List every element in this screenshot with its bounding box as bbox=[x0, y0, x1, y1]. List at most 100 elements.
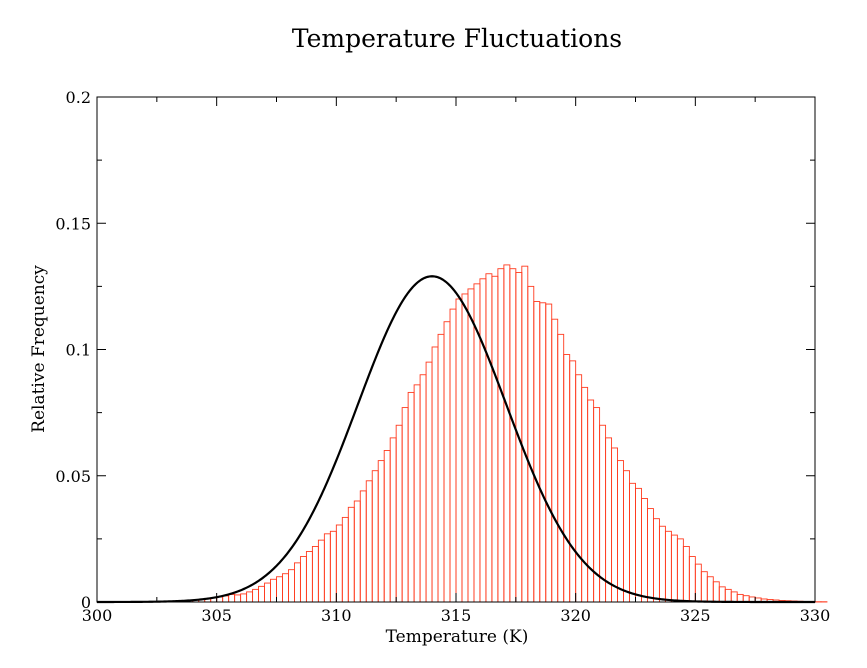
histogram-bar bbox=[611, 447, 618, 603]
x-axis: 300 305 310 315 320 325 330 bbox=[82, 97, 831, 625]
histogram-bar bbox=[658, 525, 666, 603]
histogram-bar bbox=[629, 482, 636, 603]
histogram-bar bbox=[311, 546, 319, 603]
x-tick-label: 320 bbox=[560, 606, 591, 625]
histogram-bar bbox=[389, 437, 397, 603]
histogram-bar bbox=[264, 582, 271, 603]
histogram-bar bbox=[653, 518, 660, 603]
histogram-bar bbox=[527, 285, 535, 603]
histogram-bar bbox=[228, 593, 236, 603]
y-tick-label: 0 bbox=[81, 593, 91, 612]
histogram-bar bbox=[712, 581, 720, 603]
histogram-bar bbox=[724, 588, 732, 603]
histogram-bar bbox=[437, 333, 445, 603]
histogram-bar bbox=[335, 524, 343, 603]
histogram-bar bbox=[449, 308, 457, 603]
histogram-bar bbox=[294, 562, 301, 603]
x-tick-label: 310 bbox=[321, 606, 352, 625]
histogram-bar bbox=[270, 578, 277, 603]
histogram-bar bbox=[347, 506, 355, 603]
histogram-bar bbox=[730, 591, 738, 603]
x-tick-label: 305 bbox=[201, 606, 232, 625]
y-tick-label: 0.05 bbox=[55, 467, 91, 486]
histogram-bar bbox=[581, 386, 589, 603]
histogram-bar bbox=[467, 288, 475, 603]
histogram-bar bbox=[431, 346, 439, 603]
histogram-bar bbox=[503, 264, 511, 603]
histogram-bar bbox=[371, 470, 379, 603]
histogram-bar bbox=[395, 424, 403, 603]
histogram-bar bbox=[288, 569, 295, 603]
histogram-bar bbox=[575, 374, 583, 603]
histogram-bar bbox=[479, 278, 487, 603]
histogram-bar bbox=[276, 576, 283, 603]
histogram-bar bbox=[234, 594, 242, 603]
histogram-bar bbox=[419, 374, 427, 603]
histogram-bar bbox=[299, 556, 307, 603]
x-tick-label: 300 bbox=[82, 606, 113, 625]
histogram-bar bbox=[688, 556, 696, 603]
histogram-bar bbox=[569, 360, 577, 603]
histogram-bar bbox=[664, 530, 672, 603]
x-axis-label: Temperature (K) bbox=[386, 627, 529, 647]
histogram-bar bbox=[551, 318, 559, 603]
histogram-bar bbox=[641, 498, 648, 603]
histogram-bar bbox=[377, 460, 385, 603]
histogram-bar bbox=[599, 424, 607, 603]
histogram-bar bbox=[240, 593, 248, 603]
histogram-bar bbox=[647, 508, 654, 603]
histogram-bar bbox=[323, 533, 331, 603]
histogram-bar bbox=[545, 303, 553, 603]
histogram-bar bbox=[305, 551, 313, 603]
histogram-bar bbox=[329, 530, 337, 603]
histogram-bar bbox=[563, 354, 571, 603]
y-tick-label: 0.15 bbox=[55, 214, 91, 233]
histogram-bars bbox=[144, 264, 828, 603]
histogram-bar bbox=[353, 500, 361, 603]
chart-title: Temperature Fluctuations bbox=[292, 24, 622, 53]
histogram-bar bbox=[497, 268, 505, 603]
histogram-bar bbox=[706, 576, 714, 603]
histogram-bar bbox=[557, 333, 565, 603]
histogram-bar bbox=[401, 407, 409, 603]
histogram-bar bbox=[413, 384, 421, 603]
histogram-bar bbox=[533, 301, 541, 603]
x-tick-label: 325 bbox=[680, 606, 711, 625]
x-tick-label: 315 bbox=[441, 606, 472, 625]
histogram-bar bbox=[491, 275, 499, 603]
histogram-bar bbox=[605, 437, 613, 603]
y-axis: 0 0.05 0.1 0.15 0.2 bbox=[55, 88, 815, 612]
histogram-bar bbox=[258, 585, 265, 603]
histogram-bar bbox=[509, 268, 517, 603]
histogram-bar bbox=[246, 591, 254, 603]
histogram-bar bbox=[700, 571, 708, 603]
histogram-bar bbox=[485, 273, 493, 603]
x-tick-label: 330 bbox=[800, 606, 831, 625]
histogram-bar bbox=[682, 546, 690, 603]
histogram-bar bbox=[635, 487, 642, 603]
histogram-bar bbox=[359, 490, 367, 603]
histogram-bar bbox=[443, 321, 451, 603]
histogram-bar bbox=[623, 470, 630, 603]
histogram-bar bbox=[539, 302, 547, 603]
histogram-bar bbox=[676, 538, 684, 603]
histogram-bar bbox=[521, 265, 529, 603]
histogram-bar bbox=[252, 588, 259, 603]
histogram-bar bbox=[718, 586, 726, 603]
y-tick-label: 0.2 bbox=[66, 88, 91, 107]
histogram-bar bbox=[670, 534, 678, 603]
histogram-bar bbox=[617, 460, 624, 603]
histogram-bar bbox=[383, 450, 391, 603]
histogram-bar bbox=[694, 563, 702, 603]
histogram-bar bbox=[365, 480, 373, 603]
y-tick-label: 0.1 bbox=[66, 341, 91, 360]
histogram-bar bbox=[282, 573, 289, 603]
histogram-bar bbox=[455, 298, 463, 603]
histogram-bar bbox=[317, 539, 325, 603]
histogram-bar bbox=[461, 293, 469, 603]
histogram-bar bbox=[425, 361, 433, 603]
histogram-bar bbox=[341, 516, 349, 603]
histogram-bar bbox=[407, 391, 415, 603]
y-axis-label: Relative Frequency bbox=[29, 265, 49, 433]
